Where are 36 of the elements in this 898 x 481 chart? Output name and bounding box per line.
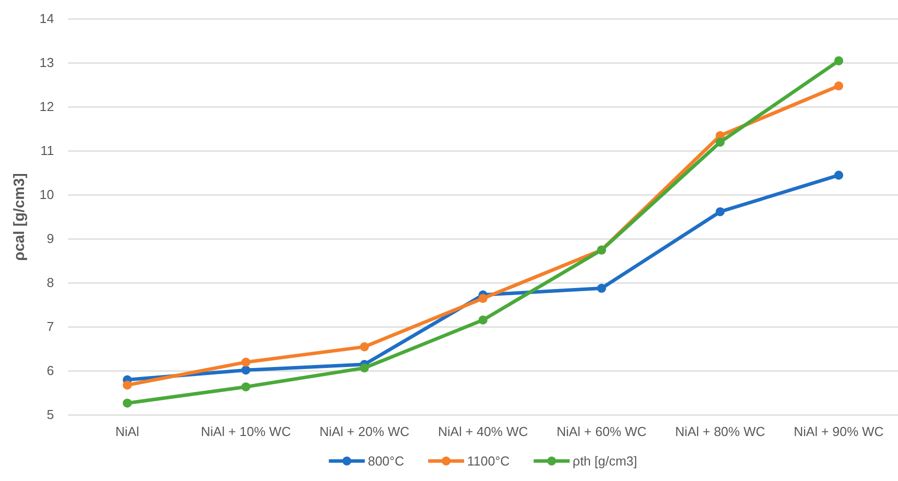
legend-label: ρth [g/cm3] bbox=[572, 454, 638, 469]
y-tick-label: 6 bbox=[46, 363, 54, 378]
point bbox=[360, 363, 369, 372]
y-tick-label: 13 bbox=[40, 55, 54, 70]
x-tick-label: NiAl + 10% WC bbox=[200, 424, 291, 440]
point bbox=[834, 81, 844, 90]
legend-label: 1100°C bbox=[467, 454, 510, 469]
point bbox=[716, 138, 725, 147]
y-tick-label: 11 bbox=[40, 143, 54, 158]
point bbox=[597, 284, 606, 293]
y-tick-label: 5 bbox=[46, 407, 54, 422]
x-tick-label: NiAl + 40% WC bbox=[438, 424, 528, 440]
point bbox=[834, 56, 844, 66]
point bbox=[478, 294, 488, 303]
x-tick-label: NiAl + 20% WC bbox=[319, 424, 410, 440]
y-axis-title: ρcal [g/cm3] bbox=[11, 173, 28, 261]
point bbox=[122, 380, 132, 390]
y-tick-label: 7 bbox=[46, 319, 54, 334]
x-tick-label: NiAl bbox=[115, 424, 140, 440]
y-tick-label: 12 bbox=[40, 99, 54, 114]
point bbox=[478, 315, 488, 324]
point bbox=[834, 170, 844, 180]
y-tick-label: 8 bbox=[46, 275, 54, 290]
y-tick-label: 9 bbox=[46, 231, 54, 246]
point bbox=[241, 382, 250, 392]
point bbox=[122, 398, 132, 408]
point bbox=[241, 366, 250, 375]
x-tick-label: NiAl + 60% WC bbox=[556, 424, 647, 440]
point bbox=[241, 358, 250, 367]
y-tick-label: 14 bbox=[40, 11, 54, 26]
point bbox=[716, 207, 725, 216]
y-tick-label: 10 bbox=[40, 187, 54, 202]
x-tick-label: NiAl + 80% WC bbox=[675, 424, 766, 440]
legend-label: 800°C bbox=[368, 454, 404, 469]
x-tick-label: NiAl + 90% WC bbox=[794, 424, 884, 440]
point bbox=[360, 342, 369, 352]
